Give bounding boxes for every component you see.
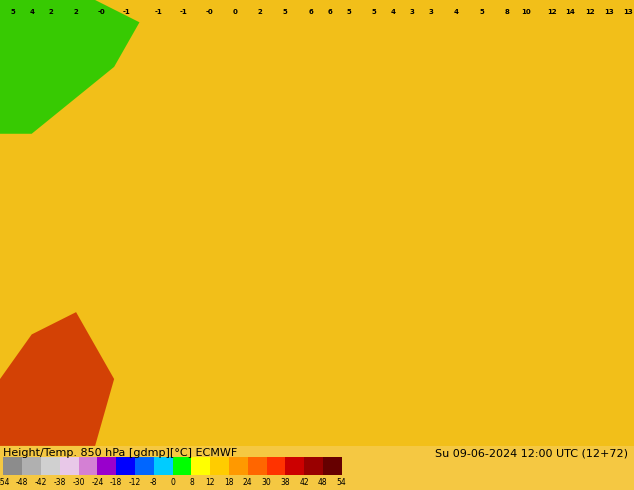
Text: 2: 2	[257, 9, 262, 15]
Text: -0: -0	[98, 9, 105, 15]
Text: 13: 13	[604, 9, 614, 15]
Text: -1: -1	[155, 9, 162, 15]
Text: -42: -42	[35, 478, 48, 487]
Text: 54: 54	[337, 478, 347, 487]
Bar	[304, 457, 323, 474]
Bar	[210, 457, 229, 474]
Text: 4: 4	[454, 9, 459, 15]
Text: 12: 12	[547, 9, 557, 15]
Bar	[248, 457, 266, 474]
Text: 6: 6	[327, 9, 332, 15]
Text: 5: 5	[10, 9, 15, 15]
Text: 5: 5	[372, 9, 377, 15]
Text: 12: 12	[205, 478, 215, 487]
Text: 13: 13	[623, 9, 633, 15]
Text: 42: 42	[299, 478, 309, 487]
Bar	[266, 457, 285, 474]
Text: 30: 30	[262, 478, 271, 487]
Text: -54: -54	[0, 478, 10, 487]
Bar	[154, 457, 172, 474]
Text: 24: 24	[243, 478, 252, 487]
Text: 0: 0	[232, 9, 237, 15]
Text: 14: 14	[566, 9, 576, 15]
Text: 48: 48	[318, 478, 328, 487]
Text: 5: 5	[346, 9, 351, 15]
Text: 8: 8	[189, 478, 194, 487]
Text: -24: -24	[91, 478, 103, 487]
Text: 8: 8	[505, 9, 510, 15]
Bar	[285, 457, 304, 474]
Text: -48: -48	[16, 478, 29, 487]
Text: 5: 5	[283, 9, 288, 15]
Text: 10: 10	[521, 9, 531, 15]
Bar	[22, 457, 41, 474]
Bar	[116, 457, 135, 474]
Text: -1: -1	[123, 9, 131, 15]
Text: -30: -30	[72, 478, 85, 487]
Text: -1: -1	[180, 9, 188, 15]
Text: 38: 38	[280, 478, 290, 487]
Text: Su 09-06-2024 12:00 UTC (12+72): Su 09-06-2024 12:00 UTC (12+72)	[436, 448, 628, 458]
Bar	[172, 457, 191, 474]
Text: Height/Temp. 850 hPa [gdmp][°C] ECMWF: Height/Temp. 850 hPa [gdmp][°C] ECMWF	[4, 448, 238, 458]
Text: -8: -8	[150, 478, 158, 487]
Text: 0: 0	[170, 478, 175, 487]
Text: 2: 2	[74, 9, 79, 15]
Bar	[191, 457, 210, 474]
Text: 12: 12	[585, 9, 595, 15]
Bar	[135, 457, 154, 474]
Polygon shape	[0, 312, 114, 446]
Bar	[323, 457, 342, 474]
Bar	[98, 457, 116, 474]
Text: -18: -18	[110, 478, 122, 487]
Text: -12: -12	[129, 478, 141, 487]
Text: 3: 3	[410, 9, 415, 15]
Text: 6: 6	[308, 9, 313, 15]
Text: 4: 4	[391, 9, 396, 15]
Polygon shape	[0, 0, 139, 134]
Text: 3: 3	[429, 9, 434, 15]
Text: -38: -38	[54, 478, 66, 487]
Text: 5: 5	[479, 9, 484, 15]
Text: 2: 2	[48, 9, 53, 15]
Text: 4: 4	[29, 9, 34, 15]
Bar	[41, 457, 60, 474]
Bar	[4, 457, 22, 474]
Text: -0: -0	[205, 9, 213, 15]
Bar	[229, 457, 248, 474]
Bar	[60, 457, 79, 474]
Text: 18: 18	[224, 478, 234, 487]
Bar	[79, 457, 98, 474]
